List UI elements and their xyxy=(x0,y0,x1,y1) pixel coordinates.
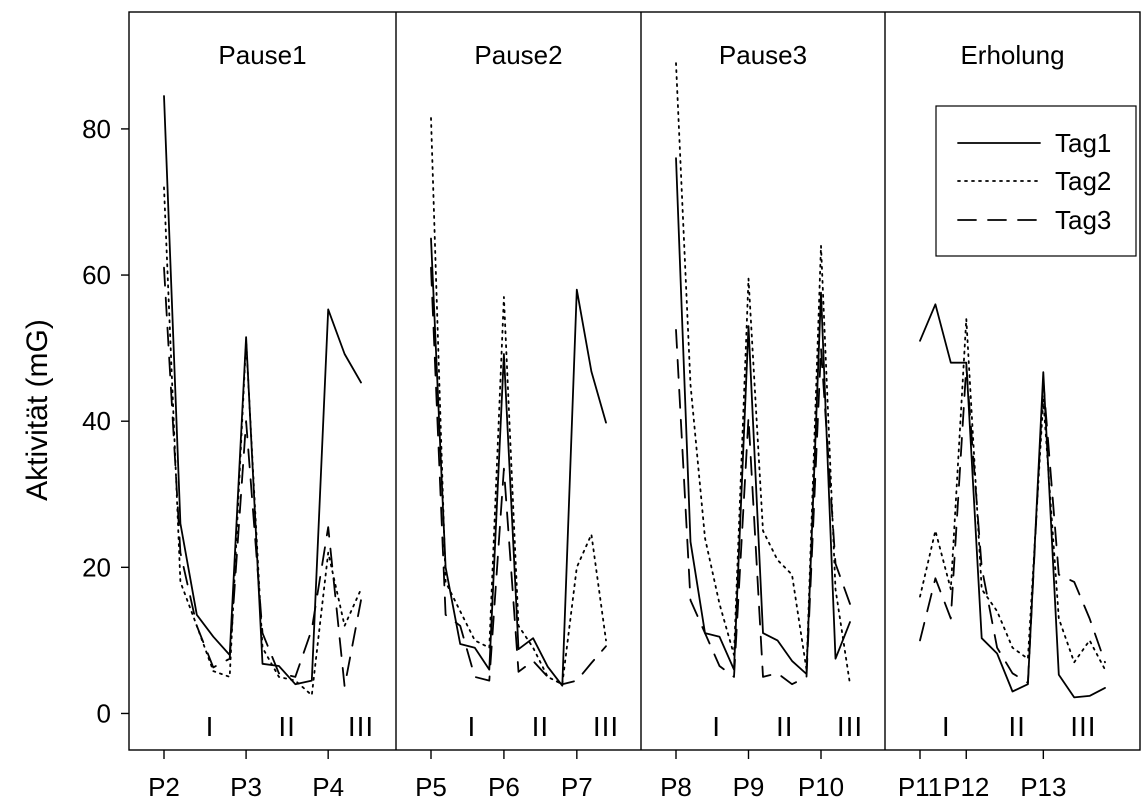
x-tick-label-p9: P9 xyxy=(733,772,765,802)
series-layer xyxy=(163,62,1106,699)
y-axis-label: Aktivität (mG) xyxy=(21,319,54,501)
series-pause2-tag2 xyxy=(430,117,607,686)
x-tick-label-p12: P12 xyxy=(943,772,989,802)
x-tick-label-p8: P8 xyxy=(660,772,692,802)
series-pause3-tag3 xyxy=(675,328,851,686)
y-tick-label-60: 60 xyxy=(82,260,111,290)
panel-title-pause2: Pause2 xyxy=(474,40,562,70)
phase-marker-1-1: I xyxy=(206,711,215,742)
phase-marker-1-3: III xyxy=(348,711,374,742)
x-tick-label-p4: P4 xyxy=(312,772,344,802)
x-tick-label-p13: P13 xyxy=(1020,772,1066,802)
phase-marker-4-1: I xyxy=(942,711,951,742)
series-erholung-tag2 xyxy=(919,317,1106,671)
labels-layer: 0 20 40 60 80 P2 P3 P4 P5 P6 P7 P8 P9 P10 P11 P12 P13 Pau… xyxy=(82,40,1096,802)
phase-marker-2-2: II xyxy=(532,711,550,742)
plot-frame xyxy=(128,11,1141,751)
y-tick-label-20: 20 xyxy=(82,552,111,582)
y-tick-label-0: 0 xyxy=(97,698,111,728)
series-pause2-tag3 xyxy=(430,266,607,686)
x-tick-label-p10: P10 xyxy=(798,772,844,802)
x-tick-label-p11: P11 xyxy=(898,772,942,802)
panel-title-pause1: Pause1 xyxy=(218,40,306,70)
y-tick-label-40: 40 xyxy=(82,406,111,436)
legend: Tag1 Tag2 Tag3 xyxy=(935,105,1137,257)
x-tick-label-p3: P3 xyxy=(230,772,262,802)
legend-label-tag3: Tag3 xyxy=(1055,205,1111,235)
legend-label-tag2: Tag2 xyxy=(1055,166,1111,196)
series-pause1-tag1 xyxy=(163,95,362,686)
phase-marker-2-1: I xyxy=(467,711,476,742)
phase-marker-1-2: II xyxy=(278,711,296,742)
phase-marker-4-3: III xyxy=(1070,711,1096,742)
x-tick-label-p6: P6 xyxy=(488,772,520,802)
panel-title-pause3: Pause3 xyxy=(719,40,807,70)
phase-marker-4-2: II xyxy=(1008,711,1026,742)
phase-marker-2-3: III xyxy=(593,711,619,742)
series-erholung-tag3 xyxy=(919,365,1106,684)
x-tick-label-p5: P5 xyxy=(415,772,447,802)
legend-label-tag1: Tag1 xyxy=(1055,128,1111,158)
axes-layer xyxy=(121,11,1141,759)
x-tick-label-p2: P2 xyxy=(148,772,180,802)
phase-marker-3-3: III xyxy=(837,711,863,742)
phase-marker-3-1: I xyxy=(712,711,721,742)
panel-title-erholung: Erholung xyxy=(960,40,1064,70)
series-pause2-tag1 xyxy=(430,237,607,687)
series-pause3-tag1 xyxy=(675,157,851,675)
series-pause1-tag2 xyxy=(163,186,362,697)
phase-marker-3-2: II xyxy=(776,711,794,742)
y-tick-label-80: 80 xyxy=(82,114,111,144)
series-pause3-tag2 xyxy=(675,62,851,686)
x-tick-label-p7: P7 xyxy=(561,772,593,802)
series-erholung-tag1 xyxy=(919,303,1106,699)
series-pause1-tag3 xyxy=(163,266,362,688)
